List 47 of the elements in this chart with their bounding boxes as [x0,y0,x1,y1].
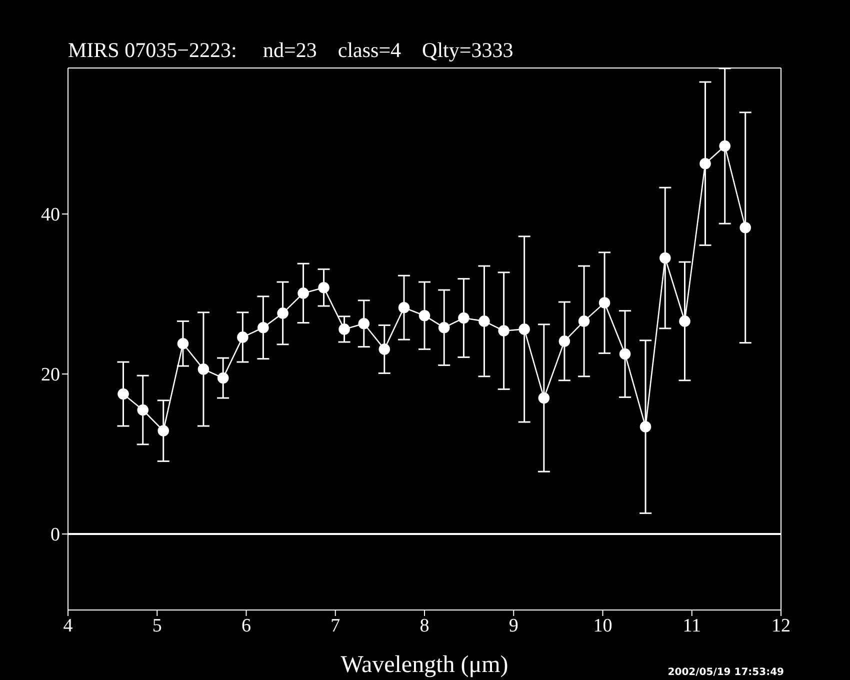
point [318,282,330,294]
x-axis-title: Wavelength (μm) [340,652,508,678]
point [198,364,210,375]
point [518,324,530,335]
point [158,425,170,436]
point [298,288,309,299]
point [258,322,269,334]
point [640,421,652,432]
x-tick-label: 12 [772,615,790,636]
point [558,336,570,347]
point [358,318,370,330]
point [659,252,671,264]
point [118,388,129,400]
point [478,316,490,327]
point [438,322,450,334]
point [719,140,730,152]
text: 2002/05/19 17:53:49 [668,667,784,678]
point [398,302,410,314]
chart-title: MIRS 07035−2223: nd=23 class=4 Qlty=3333 [68,38,514,63]
x-tick-label: 6 [242,615,251,636]
point [578,316,590,327]
x-tick-label: 8 [420,615,430,636]
x-tick-label: 5 [152,615,162,636]
point [418,310,430,322]
x-tick-label: 4 [63,615,74,636]
point [740,222,751,234]
point [237,332,248,343]
point [598,297,610,308]
point [458,312,470,324]
point [177,338,189,350]
y-tick-label: 20 [41,364,60,386]
point [137,404,149,416]
y-tick-label: 40 [41,204,60,226]
point [679,316,690,327]
point [277,308,288,319]
x-tick-label: 9 [508,615,518,636]
x-tick-label: 10 [593,615,612,636]
y-tick-label: 0 [50,524,60,546]
point [700,158,711,170]
point [378,344,390,355]
point [498,325,510,336]
point [338,324,350,335]
x-tick-label: 7 [330,615,340,636]
point [619,348,631,360]
point [217,372,229,384]
x-tick-label: 11 [682,615,702,636]
point [538,392,550,404]
